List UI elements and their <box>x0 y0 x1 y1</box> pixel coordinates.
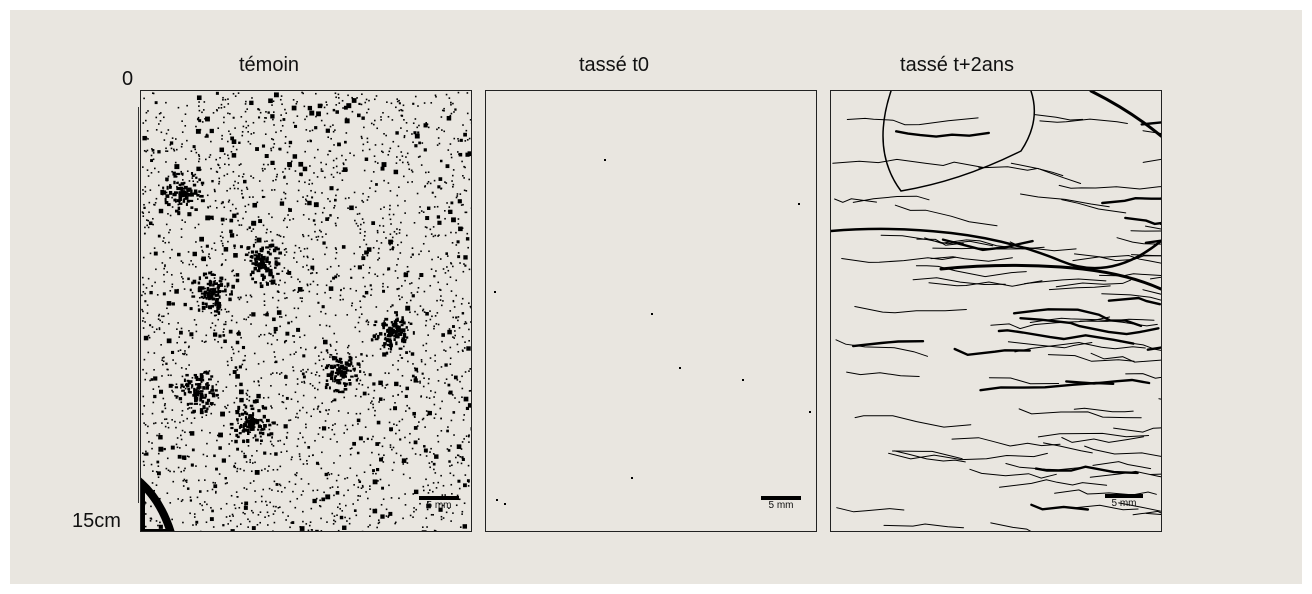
depth-top-label: 0 <box>122 68 134 90</box>
panel-title-tasse-t2ans: tassé t+2ans <box>900 54 1014 76</box>
scale-bar-tasse-t2ans: 5 mm <box>1105 494 1143 510</box>
panel-title-tasse-t0: tassé t0 <box>578 54 650 76</box>
scale-bar-tasse-t0: 5 mm <box>761 496 801 512</box>
depth-bottom-label: 15cm <box>72 510 121 532</box>
porosity-map-tasse-t0 <box>494 159 811 505</box>
porosity-map-temoin <box>141 91 471 531</box>
scale-bar-label: 5 mm <box>768 500 794 511</box>
figure-slide: témoin tassé t0 tassé t+2ans 0 15cm 5 mm… <box>10 10 1302 584</box>
scale-bar-temoin: 5 mm <box>419 496 459 512</box>
panel-tasse-t0-image: 5 mm <box>485 90 817 532</box>
depth-axis-line <box>138 107 139 503</box>
panel-title-temoin: témoin <box>238 54 300 76</box>
scale-bar-label: 5 mm <box>1111 498 1137 509</box>
scale-bar-line <box>1105 494 1143 498</box>
scale-bar-line <box>761 496 801 500</box>
panel-tasse-t2ans-image: 5 mm <box>830 90 1162 532</box>
scale-bar-label: 5 mm <box>426 500 452 511</box>
porosity-map-tasse-t2ans <box>831 91 1161 531</box>
scale-bar-line <box>419 496 459 500</box>
panel-temoin-image: 5 mm <box>140 90 472 532</box>
